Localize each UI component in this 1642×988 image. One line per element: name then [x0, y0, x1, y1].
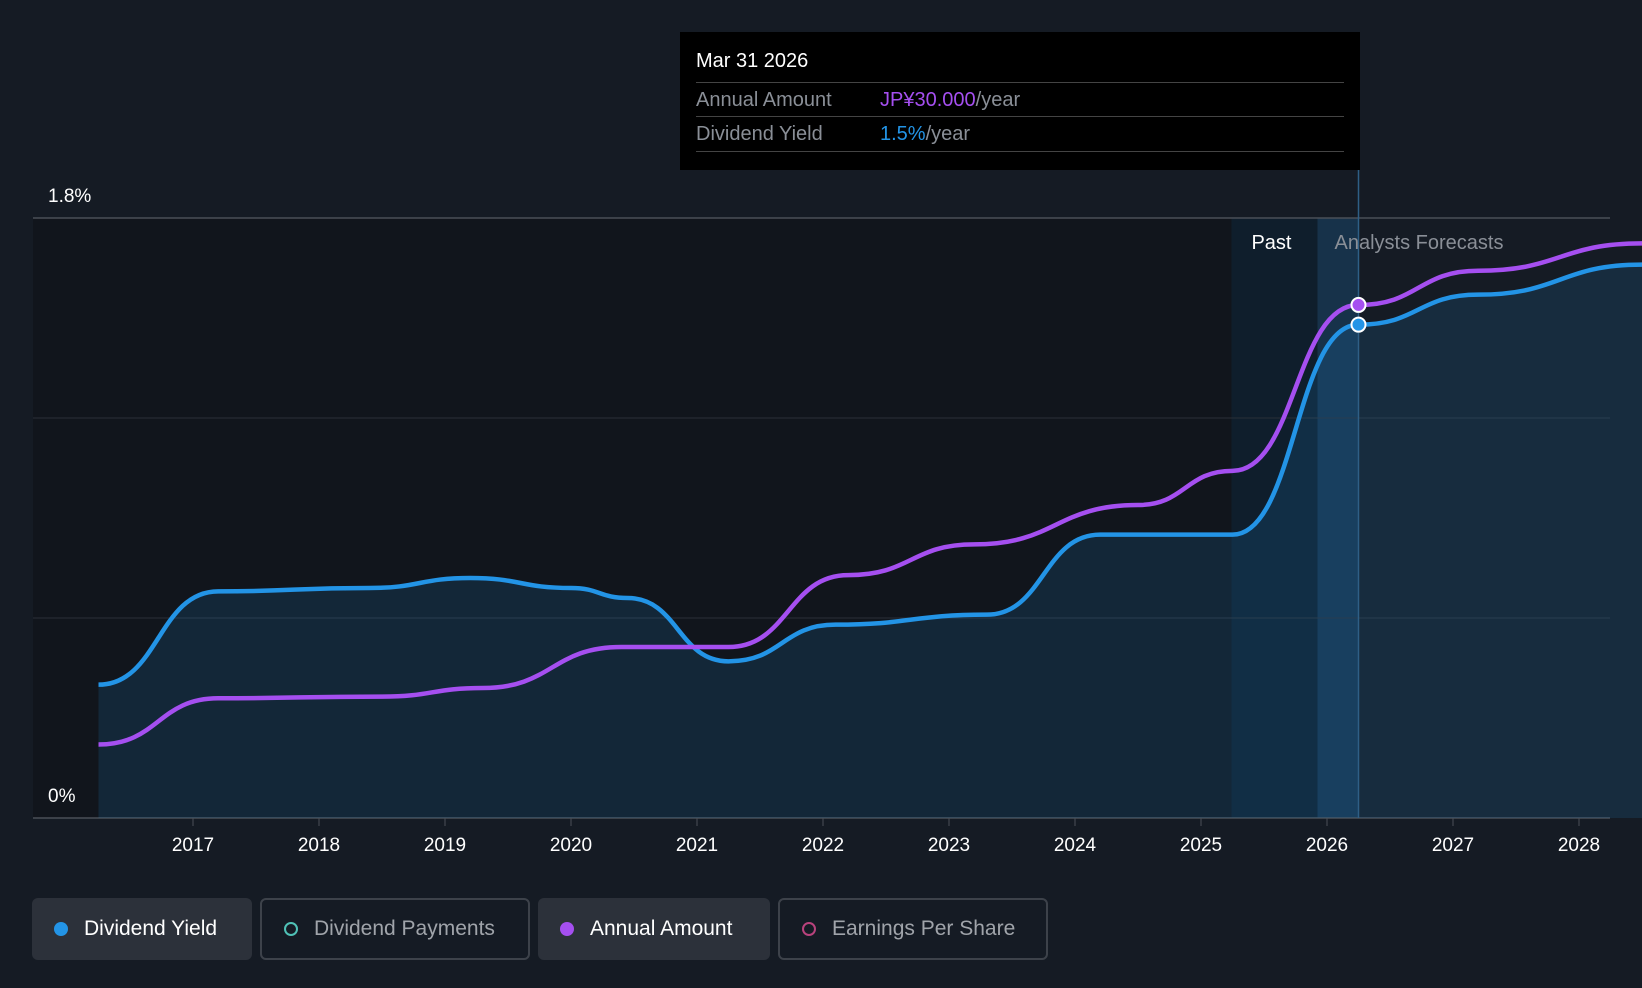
- tooltip-value: 1.5%: [880, 123, 926, 145]
- annual-amount-marker: [1350, 296, 1367, 313]
- dividend-yield-area: [98, 264, 1642, 819]
- tooltip-row-dividend-yield: Dividend Yield 1.5%/year: [696, 116, 1344, 152]
- past-background: [33, 218, 1359, 818]
- legend-dividend-yield[interactable]: Dividend Yield: [32, 898, 252, 960]
- x-tick-label: 2024: [1054, 835, 1097, 856]
- legend-annual-amount[interactable]: Annual Amount: [538, 898, 770, 960]
- tooltip-unit: /year: [925, 123, 971, 145]
- legend-label: Dividend Yield: [84, 917, 218, 940]
- x-tick-label: 2028: [1558, 835, 1600, 856]
- filled-dot-icon: [560, 922, 574, 936]
- x-tick-label: 2022: [802, 835, 844, 856]
- x-tick-label: 2021: [676, 835, 718, 856]
- legend-label: Dividend Payments: [314, 917, 495, 940]
- y-label-max: 1.8%: [48, 186, 91, 207]
- tooltip: Mar 31 2026 Annual Amount JP¥30.000/year …: [680, 32, 1360, 170]
- highlight-shade: [1317, 218, 1359, 818]
- tooltip-row-annual-amount: Annual Amount JP¥30.000/year: [696, 82, 1344, 117]
- forecast-label: Analysts Forecasts: [1335, 232, 1504, 254]
- tooltip-value: JP¥30.000: [880, 89, 976, 111]
- tooltip-label: Annual Amount: [696, 89, 832, 111]
- past-shade: [1231, 218, 1318, 818]
- x-tick-label: 2023: [928, 835, 970, 856]
- tooltip-label: Dividend Yield: [696, 123, 823, 145]
- x-tick-label: 2020: [550, 835, 592, 856]
- hollow-dot-icon: [284, 922, 298, 936]
- x-tick-label: 2018: [298, 835, 340, 856]
- tooltip-date: Mar 31 2026: [696, 50, 809, 72]
- x-tick-label: 2017: [172, 835, 214, 856]
- legend-label: Annual Amount: [590, 917, 733, 940]
- tooltip-unit: /year: [975, 89, 1021, 111]
- filled-dot-icon: [54, 922, 68, 936]
- x-tick-label: 2025: [1180, 835, 1222, 856]
- x-tick-label: 2026: [1306, 835, 1348, 856]
- legend-earnings-per-share[interactable]: Earnings Per Share: [778, 898, 1048, 960]
- x-tick-label: 2027: [1432, 835, 1474, 856]
- y-label-zero: 0%: [48, 786, 76, 807]
- hollow-dot-icon: [802, 922, 816, 936]
- past-label: Past: [1251, 232, 1291, 254]
- legend-label: Earnings Per Share: [832, 917, 1016, 940]
- dividend-yield-marker: [1350, 316, 1367, 333]
- x-tick-label: 2019: [424, 835, 466, 856]
- legend-dividend-payments[interactable]: Dividend Payments: [260, 898, 530, 960]
